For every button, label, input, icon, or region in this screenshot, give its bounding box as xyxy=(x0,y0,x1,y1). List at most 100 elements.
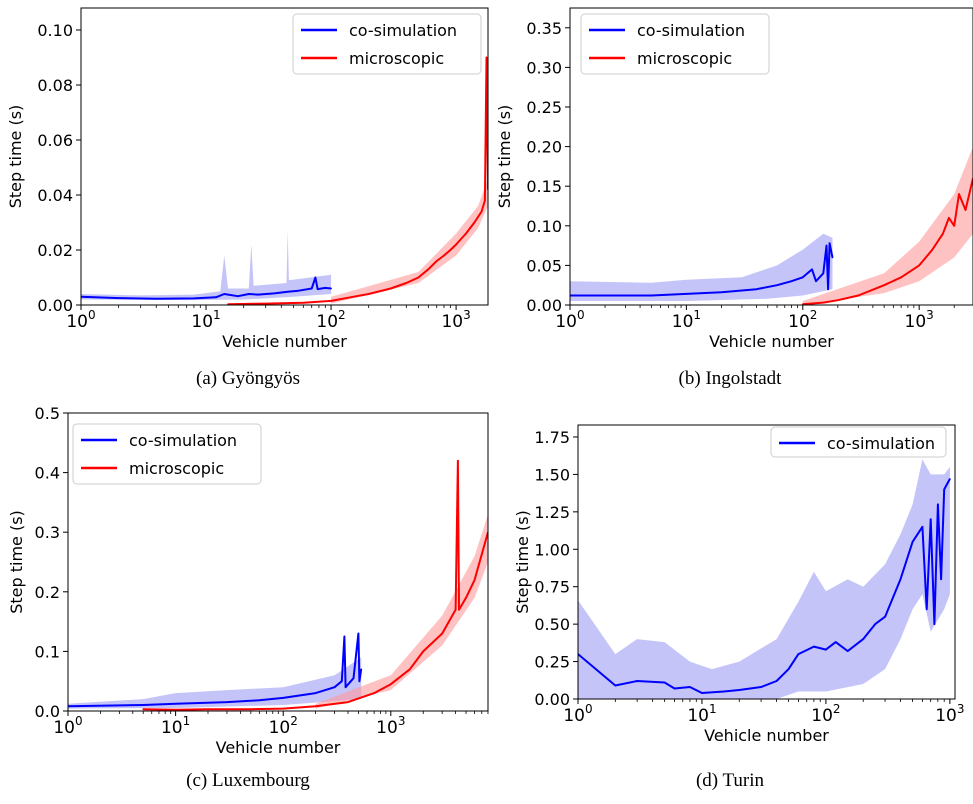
data-point-co-simulation-24 xyxy=(929,518,932,521)
data-point-co-simulation-28 xyxy=(943,488,945,491)
data-point-co-simulation-11 xyxy=(352,677,355,679)
legend-label-co-simulation: co-simulation xyxy=(129,431,237,450)
data-point-co-simulation-5 xyxy=(689,686,691,688)
legend: co-simulation xyxy=(770,426,947,458)
series-line-co-simulation xyxy=(578,478,951,694)
x-tick-label-1: 101 xyxy=(672,308,701,332)
caption-a: (a) Gyöngyös xyxy=(196,368,300,389)
data-point-co-simulation-12 xyxy=(827,288,829,291)
data-point-microscopic-2 xyxy=(302,302,305,304)
y-tick-label-4: 1.00 xyxy=(534,540,570,559)
data-point-microscopic-6 xyxy=(347,701,349,703)
y-tick-label-7: 1.75 xyxy=(534,428,570,447)
x-tick-label-1: 101 xyxy=(161,714,190,738)
data-point-microscopic-4 xyxy=(883,284,885,287)
y-tick-label-2: 0.10 xyxy=(526,217,562,236)
band-co-simulation xyxy=(68,657,362,709)
data-point-co-simulation-1 xyxy=(142,704,144,706)
legend-label-co-simulation: co-simulation xyxy=(827,434,935,453)
data-point-co-simulation-4 xyxy=(673,687,676,690)
data-point-co-simulation-18 xyxy=(874,623,876,625)
data-point-microscopic-9 xyxy=(427,268,430,271)
x-tick-label-3: 103 xyxy=(905,308,934,332)
y-axis-label: Step time (s) xyxy=(513,510,532,614)
legend: co-simulation microscopic xyxy=(72,423,262,485)
data-point-co-simulation-2 xyxy=(155,297,158,300)
data-point-co-simulation-3 xyxy=(193,297,195,300)
legend-label-microscopic: microscopic xyxy=(129,459,224,478)
data-point-microscopic-11 xyxy=(441,632,444,635)
data-point-microscopic-6 xyxy=(918,264,920,267)
data-point-co-simulation-27 xyxy=(940,578,942,580)
data-point-co-simulation-5 xyxy=(223,293,226,295)
legend-label-co-simulation: co-simulation xyxy=(349,21,457,40)
data-point-co-simulation-7 xyxy=(248,293,250,295)
plot-area xyxy=(578,459,951,699)
data-point-co-simulation-2 xyxy=(636,680,638,682)
data-point-co-simulation-13 xyxy=(813,645,815,648)
data-point-co-simulation-25 xyxy=(933,623,936,625)
data-point-co-simulation-2 xyxy=(685,293,688,295)
data-point-microscopic-10 xyxy=(422,650,425,653)
legend-label-microscopic: microscopic xyxy=(637,49,732,68)
y-tick-label-7: 0.35 xyxy=(526,19,562,38)
y-tick-label-3: 0.15 xyxy=(526,177,562,196)
data-point-microscopic-9 xyxy=(948,217,950,219)
caption-d: (d) Turin xyxy=(695,770,765,791)
data-point-co-simulation-8 xyxy=(811,268,813,271)
y-axis-label: Step time (s) xyxy=(495,105,514,209)
band-co-simulation xyxy=(578,459,950,699)
data-point-co-simulation-5 xyxy=(776,284,778,287)
data-point-microscopic-3 xyxy=(330,300,332,302)
data-point-co-simulation-9 xyxy=(760,686,762,688)
x-tick-label-3: 103 xyxy=(441,308,470,332)
chart-panel-2: 100 101 102 103 0.0 0.1 0.2 0.3 0.4 0.5 Vehicle nu… xyxy=(7,404,489,757)
data-point-co-simulation-6 xyxy=(314,692,317,694)
data-point-co-simulation-13 xyxy=(314,276,317,279)
data-point-microscopic-8 xyxy=(390,683,392,685)
y-tick-label-5: 0.25 xyxy=(526,98,562,117)
y-tick-label-0: 0.0 xyxy=(35,702,60,721)
y-tick-label-1: 0.1 xyxy=(35,642,60,661)
legend-label-microscopic: microscopic xyxy=(349,49,444,68)
y-tick-label-3: 0.06 xyxy=(37,131,73,150)
x-tick-label-1: 101 xyxy=(191,308,220,332)
data-point-co-simulation-14 xyxy=(825,648,827,651)
data-point-co-simulation-7 xyxy=(802,276,804,279)
x-tick-label-0: 100 xyxy=(53,714,82,738)
y-tick-label-5: 0.10 xyxy=(37,21,73,40)
data-point-co-simulation-14 xyxy=(831,256,834,259)
data-point-microscopic-3 xyxy=(857,294,860,297)
data-point-microscopic-8 xyxy=(417,276,420,279)
axes-frame xyxy=(577,424,956,700)
data-point-microscopic-11 xyxy=(958,193,960,195)
data-point-co-simulation-11 xyxy=(825,244,828,247)
data-point-co-simulation-12 xyxy=(310,287,313,290)
y-tick-label-3: 0.75 xyxy=(534,578,570,597)
data-point-co-simulation-6 xyxy=(701,692,703,694)
data-point-microscopic-8 xyxy=(942,232,944,235)
y-tick-label-4: 0.08 xyxy=(37,76,73,95)
axes-frame xyxy=(80,7,489,306)
x-tick-label-1: 101 xyxy=(687,702,716,726)
data-point-co-simulation-11 xyxy=(787,668,790,670)
data-point-co-simulation-16 xyxy=(846,650,849,652)
y-tick-label-5: 1.25 xyxy=(534,503,570,522)
data-point-co-simulation-6 xyxy=(237,295,239,298)
x-tick-label-2: 102 xyxy=(316,308,345,332)
data-point-co-simulation-15 xyxy=(834,641,837,643)
data-point-microscopic-7 xyxy=(931,248,934,251)
data-point-microscopic-14 xyxy=(465,232,467,235)
data-point-co-simulation-3 xyxy=(226,701,228,703)
data-point-co-simulation-10 xyxy=(775,680,778,682)
data-point-co-simulation-13 xyxy=(828,242,831,244)
data-point-co-simulation-8 xyxy=(341,680,343,682)
x-axis-label: Vehicle number xyxy=(709,332,834,351)
y-tick-label-2: 0.04 xyxy=(37,186,73,205)
data-point-microscopic-10 xyxy=(435,260,438,262)
legend-label-co-simulation: co-simulation xyxy=(637,21,745,40)
data-point-microscopic-12 xyxy=(454,608,457,611)
x-tick-label-0: 100 xyxy=(66,308,95,332)
data-point-co-simulation-19 xyxy=(884,615,886,618)
data-point-microscopic-16 xyxy=(473,579,476,581)
